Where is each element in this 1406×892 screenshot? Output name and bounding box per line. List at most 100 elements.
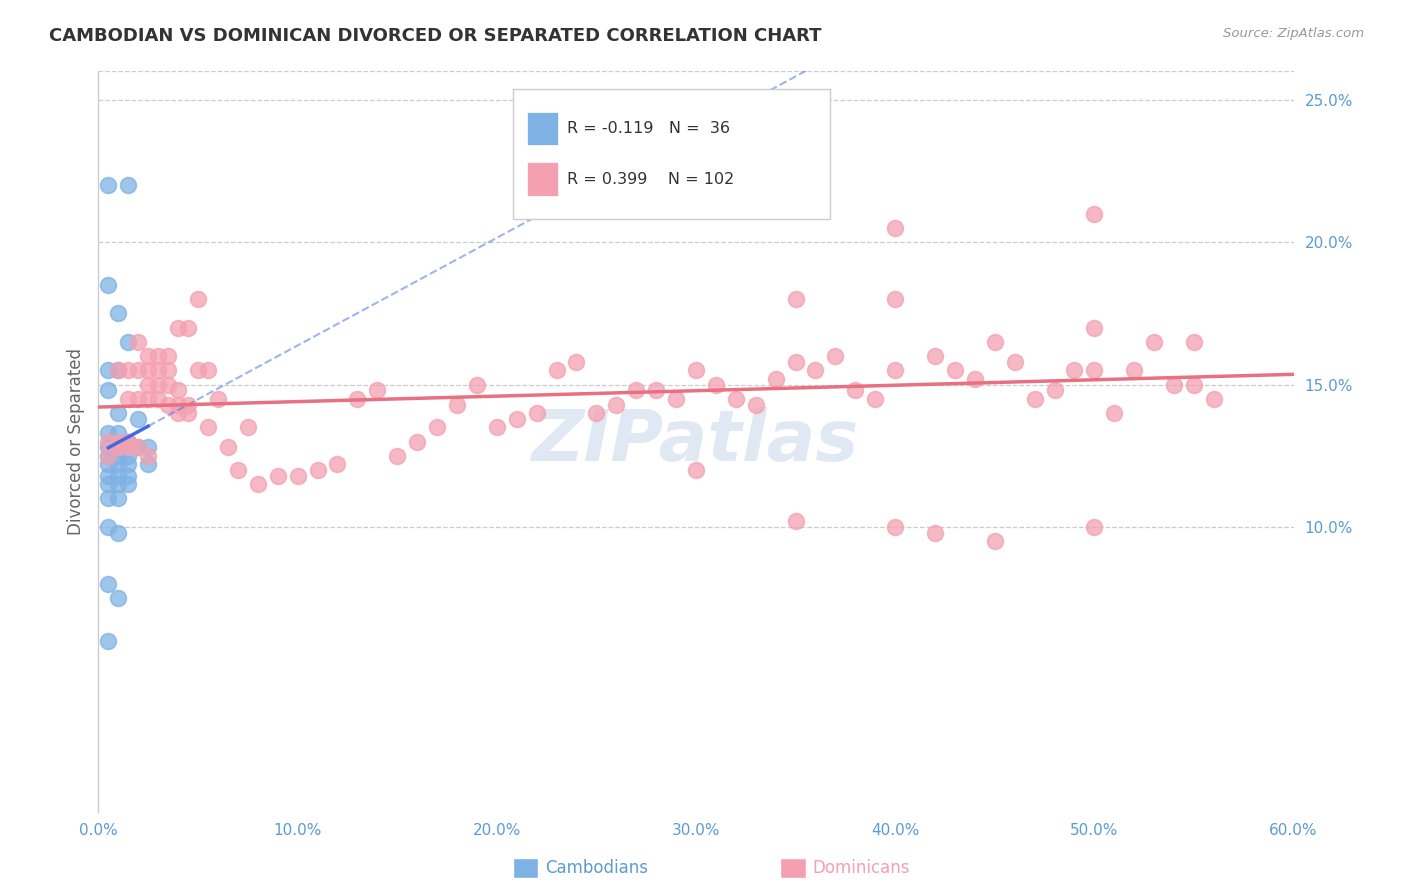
Point — [197, 363, 219, 377]
Point — [207, 392, 229, 406]
Point — [1083, 207, 1105, 221]
Point — [136, 377, 159, 392]
Point — [1163, 377, 1185, 392]
Point — [1043, 384, 1066, 398]
Point — [1104, 406, 1126, 420]
Point — [984, 534, 1007, 549]
Point — [267, 468, 290, 483]
Point — [97, 434, 120, 449]
Point — [446, 398, 468, 412]
Point — [546, 363, 568, 377]
Point — [1143, 334, 1166, 349]
Point — [246, 477, 269, 491]
Point — [127, 363, 149, 377]
Point — [107, 468, 129, 483]
Point — [1083, 520, 1105, 534]
Text: Cambodians: Cambodians — [546, 859, 648, 877]
Point — [117, 477, 139, 491]
Point — [366, 384, 388, 398]
Point — [148, 363, 170, 377]
Y-axis label: Divorced or Separated: Divorced or Separated — [66, 348, 84, 535]
Point — [127, 392, 149, 406]
Point — [884, 221, 907, 235]
Point — [97, 363, 120, 377]
Point — [97, 491, 120, 506]
Point — [884, 363, 907, 377]
Point — [785, 292, 807, 306]
Point — [107, 458, 129, 472]
Point — [1004, 355, 1026, 369]
Point — [177, 398, 200, 412]
Point — [924, 525, 946, 540]
Point — [97, 468, 120, 483]
Point — [785, 355, 807, 369]
Point — [167, 398, 190, 412]
Point — [385, 449, 409, 463]
Point — [97, 425, 120, 440]
Point — [426, 420, 449, 434]
Point — [884, 292, 907, 306]
Point — [107, 591, 129, 606]
Point — [236, 420, 259, 434]
Point — [167, 406, 190, 420]
Point — [148, 349, 170, 363]
Point — [107, 477, 129, 491]
Point — [107, 491, 129, 506]
Point — [704, 377, 727, 392]
Point — [107, 525, 129, 540]
Point — [117, 468, 139, 483]
Point — [107, 440, 129, 454]
Point — [465, 377, 488, 392]
Point — [963, 372, 986, 386]
Point — [97, 633, 120, 648]
Point — [307, 463, 329, 477]
Point — [107, 449, 129, 463]
Point — [745, 398, 768, 412]
Point — [187, 292, 209, 306]
Point — [1083, 363, 1105, 377]
Point — [565, 355, 588, 369]
Point — [526, 406, 548, 420]
Point — [626, 384, 648, 398]
Point — [197, 420, 219, 434]
Point — [107, 434, 129, 449]
Point — [865, 392, 887, 406]
Point — [117, 392, 139, 406]
Point — [1202, 392, 1225, 406]
Point — [217, 440, 239, 454]
Point — [97, 449, 120, 463]
Point — [117, 440, 139, 454]
Point — [148, 377, 170, 392]
Text: Dominicans: Dominicans — [813, 859, 910, 877]
Point — [685, 150, 707, 164]
Text: R = 0.399    N = 102: R = 0.399 N = 102 — [567, 172, 734, 186]
Point — [665, 392, 688, 406]
Point — [326, 458, 349, 472]
Point — [136, 363, 159, 377]
Point — [177, 320, 200, 334]
Point — [148, 392, 170, 406]
Point — [1024, 392, 1046, 406]
Point — [117, 434, 139, 449]
Point — [645, 384, 668, 398]
Point — [136, 440, 159, 454]
Point — [765, 372, 787, 386]
Point — [97, 520, 120, 534]
Point — [924, 349, 946, 363]
Point — [127, 440, 149, 454]
Point — [1182, 334, 1205, 349]
Point — [485, 420, 508, 434]
Point — [884, 520, 907, 534]
Point — [157, 377, 180, 392]
Point — [117, 334, 139, 349]
Point — [117, 458, 139, 472]
Point — [127, 411, 149, 425]
Point — [136, 349, 159, 363]
Point — [157, 398, 180, 412]
Point — [97, 440, 120, 454]
Point — [844, 384, 866, 398]
Point — [585, 406, 607, 420]
Point — [605, 398, 627, 412]
Point — [824, 349, 846, 363]
Point — [117, 363, 139, 377]
